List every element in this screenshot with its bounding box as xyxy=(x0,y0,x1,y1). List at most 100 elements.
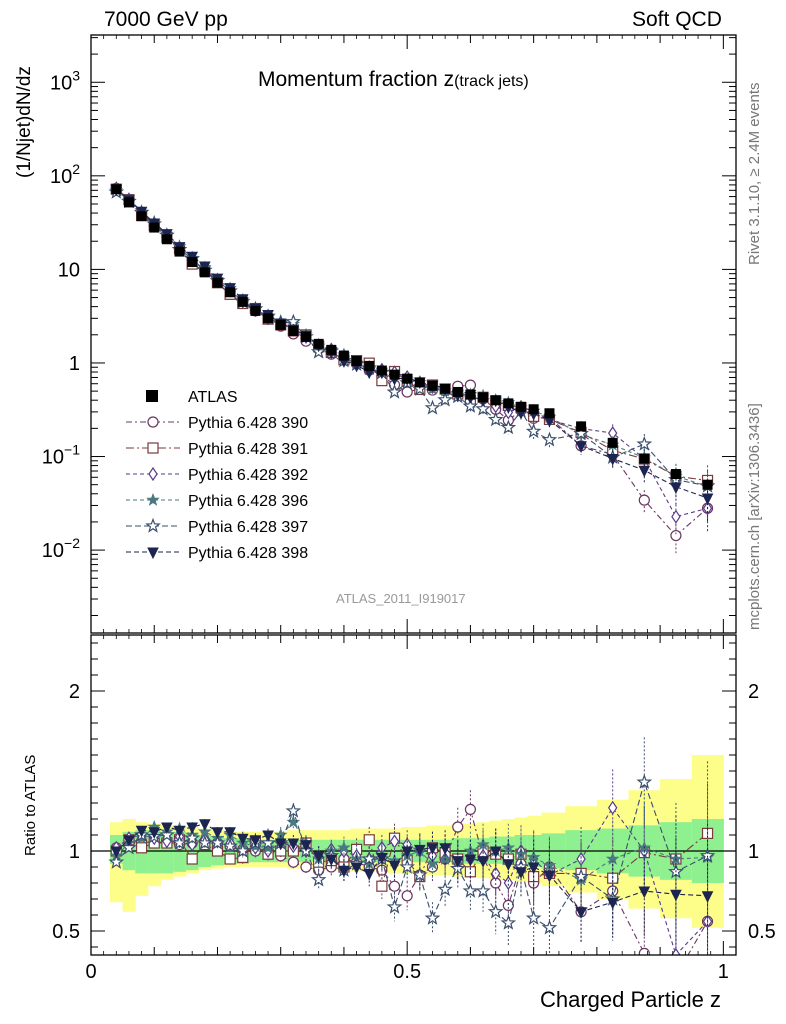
legend-label: Pythia 6.428 392 xyxy=(188,467,308,484)
header-category-label: Soft QCD xyxy=(632,8,722,31)
series-line-ratio xyxy=(115,780,708,929)
y-tick-label-main: 103 xyxy=(50,67,80,94)
legend-marker xyxy=(148,466,158,482)
plot-title-sub: (track jets) xyxy=(454,73,529,90)
series-point-main xyxy=(636,435,653,451)
series-point-ratio xyxy=(388,880,401,892)
series-point-ratio xyxy=(209,834,226,850)
legend-marker-atlas xyxy=(146,390,158,402)
series-point-main xyxy=(500,419,517,435)
series-point-main xyxy=(575,441,587,453)
series-point-main xyxy=(638,494,650,506)
data-point xyxy=(490,395,501,406)
data-point xyxy=(111,184,122,195)
series-point-main xyxy=(401,386,413,398)
data-point xyxy=(199,267,210,278)
series-point-ratio xyxy=(541,919,558,935)
series-point-ratio xyxy=(671,971,681,981)
series-point-ratio xyxy=(477,856,489,868)
series-point-ratio xyxy=(414,844,426,857)
data-point xyxy=(275,319,286,330)
series-point-ratio xyxy=(286,815,301,829)
legend-marker xyxy=(147,547,159,560)
main-frame xyxy=(90,34,737,634)
data-point xyxy=(136,211,147,222)
series-point-ratio xyxy=(184,829,201,845)
series-point-ratio xyxy=(325,854,338,867)
series-point-main xyxy=(638,465,651,478)
series-line-ratio xyxy=(116,808,708,955)
series-point-ratio xyxy=(159,826,175,842)
data-point xyxy=(414,377,425,388)
series-point-ratio xyxy=(401,890,413,902)
series-point-ratio xyxy=(671,947,681,955)
series-point-ratio xyxy=(312,851,325,863)
x-tick-label: 0 xyxy=(85,961,96,983)
series-point-ratio xyxy=(249,835,262,847)
data-point xyxy=(250,305,261,316)
series-point-ratio xyxy=(489,846,502,859)
series-point-main xyxy=(573,425,589,441)
series-point-ratio xyxy=(699,847,716,863)
y-tick-label-ratio-right: 2 xyxy=(748,681,759,703)
legend-marker xyxy=(145,517,161,533)
series-point-ratio xyxy=(500,914,517,930)
series-point-main xyxy=(701,493,714,506)
legend-marker xyxy=(147,416,159,428)
data-point xyxy=(702,479,713,490)
series-point-ratio xyxy=(161,822,173,835)
series-point-ratio xyxy=(501,840,516,854)
data-point xyxy=(440,383,451,394)
series-point-ratio xyxy=(337,840,351,854)
legend-marker xyxy=(147,442,159,454)
data-point xyxy=(237,296,248,307)
data-point xyxy=(576,421,587,432)
series-point-ratio xyxy=(222,837,238,853)
x-axis-title: Charged Particle z xyxy=(540,987,721,1012)
series-point-ratio xyxy=(503,875,514,891)
data-point xyxy=(376,365,387,376)
series-point-ratio xyxy=(527,862,540,875)
series-point-ratio xyxy=(502,859,515,871)
series-point-ratio xyxy=(464,803,477,816)
data-point xyxy=(607,437,618,448)
series-point-ratio xyxy=(186,853,198,865)
y-tick-label-ratio-left: 2 xyxy=(69,681,80,703)
series-point-ratio xyxy=(262,830,274,843)
series-point-ratio xyxy=(338,865,350,878)
series-point-ratio xyxy=(607,800,618,815)
series-point-ratio xyxy=(350,862,363,875)
data-point xyxy=(452,386,463,397)
series-point-ratio xyxy=(525,910,542,925)
data-point xyxy=(326,344,337,355)
legend-label: Pythia 6.428 391 xyxy=(188,441,308,458)
series-point-ratio xyxy=(638,947,650,955)
main-panel-series xyxy=(108,181,716,554)
series-point-ratio xyxy=(464,854,477,867)
data-point xyxy=(174,246,185,257)
data-point xyxy=(351,355,362,366)
series-point-ratio xyxy=(606,897,619,910)
series-point-ratio xyxy=(148,827,161,839)
data-point xyxy=(503,398,514,409)
series-point-ratio xyxy=(224,827,236,839)
x-tick-label: 1 xyxy=(718,961,729,983)
data-point xyxy=(263,313,274,324)
series-point-ratio xyxy=(261,840,275,854)
series-line-main xyxy=(115,188,708,499)
series-point-ratio xyxy=(135,842,148,854)
series-point-ratio xyxy=(171,834,188,850)
series-point-ratio xyxy=(573,868,589,884)
series-point-ratio xyxy=(701,891,714,903)
series-point-ratio xyxy=(636,773,653,789)
series-point-ratio xyxy=(439,843,451,855)
data-point xyxy=(187,256,198,267)
series-point-ratio xyxy=(543,870,556,883)
legend-label: Pythia 6.428 397 xyxy=(188,519,308,536)
data-point xyxy=(225,287,236,298)
series-point-ratio xyxy=(108,853,125,869)
y-tick-label-main: 10 xyxy=(58,259,80,281)
legend-label: Pythia 6.428 390 xyxy=(188,415,308,432)
rivet-version-label: Rivet 3.1.10, ≥ 2.4M events xyxy=(746,82,763,266)
